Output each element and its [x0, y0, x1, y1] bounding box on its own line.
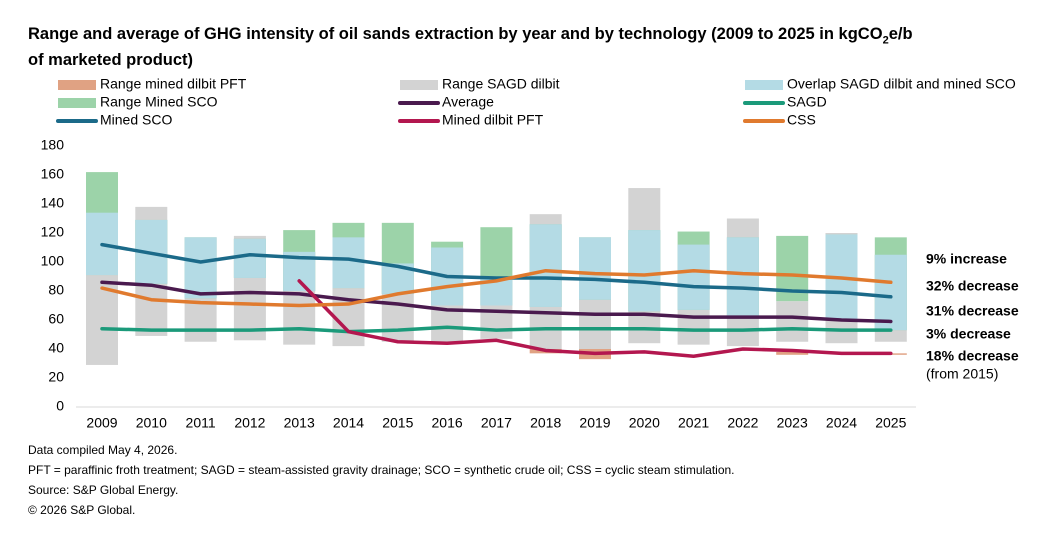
- line: [100, 268, 893, 308]
- x-tick-label: 2021: [678, 415, 709, 431]
- line: [100, 280, 893, 324]
- footnote: © 2026 S&P Global.: [28, 503, 135, 517]
- range-bar: [628, 230, 661, 312]
- y-tick-label: 40: [48, 340, 64, 356]
- range-bar: [726, 237, 759, 318]
- footnote: PFT = paraffinic froth treatment; SAGD =…: [28, 463, 735, 477]
- legend-label: Overlap SAGD dilbit and mined SCO: [787, 76, 1016, 92]
- range-bar: [874, 254, 907, 331]
- annotation: 3% decrease: [926, 326, 1011, 342]
- annotation: 18% decrease: [926, 348, 1019, 364]
- range-bar: [776, 301, 809, 342]
- line: [100, 325, 893, 334]
- range-bar: [332, 237, 365, 289]
- y-tick-label: 80: [48, 282, 64, 298]
- title-text: of marketed product): [28, 51, 194, 70]
- range-bar: [677, 244, 710, 310]
- line: [297, 279, 893, 358]
- annotation: 9% increase: [926, 251, 1007, 267]
- legend-label: Mined dilbit PFT: [442, 112, 544, 128]
- range-bar: [776, 351, 809, 355]
- x-tick-label: 2012: [234, 415, 265, 431]
- annotation: 32% decrease: [926, 278, 1019, 294]
- x-tick-label: 2022: [727, 415, 758, 431]
- annotation: 31% decrease: [926, 303, 1019, 319]
- x-tick-label: 2010: [136, 415, 167, 431]
- range-bar: [184, 237, 217, 299]
- legend-label: Range mined dilbit PFT: [100, 76, 247, 92]
- range-bar: [579, 237, 611, 300]
- x-tick-label: 2011: [186, 415, 216, 431]
- line: [100, 242, 893, 299]
- x-tick-label: 2018: [530, 415, 561, 431]
- y-tick-label: 160: [41, 166, 65, 182]
- x-tick-label: 2020: [629, 415, 660, 431]
- y-tick-label: 100: [41, 253, 65, 269]
- legend-label: CSS: [787, 112, 816, 128]
- legend-label: SAGD: [787, 94, 827, 110]
- y-tick-label: 180: [41, 137, 65, 153]
- x-tick-label: 2015: [382, 415, 413, 431]
- x-tick-label: 2014: [333, 415, 364, 431]
- range-bar: [529, 224, 562, 307]
- x-tick-label: 2023: [777, 415, 808, 431]
- x-tick-label: 2025: [875, 415, 906, 431]
- x-tick-label: 2009: [86, 415, 117, 431]
- title-subscript: 2: [882, 34, 889, 47]
- chart-title: Range and average of GHG intensity of oi…: [28, 24, 913, 70]
- y-tick-label: 20: [48, 369, 64, 385]
- x-tick-label: 2019: [579, 415, 610, 431]
- y-tick-label: 0: [56, 398, 64, 414]
- y-tick-label: 140: [41, 195, 65, 211]
- title-text: e/b: [888, 25, 913, 43]
- x-tick-label: 2016: [432, 415, 463, 431]
- legend-swatch: [745, 80, 783, 90]
- footnote: Data compiled May 4, 2026.: [28, 443, 177, 457]
- x-tick-label: 2024: [826, 415, 857, 431]
- x-tick-label: 2017: [481, 415, 512, 431]
- legend-label: Average: [442, 94, 494, 110]
- legend-swatch: [400, 80, 438, 90]
- legend-swatch: [58, 98, 96, 108]
- legend-label: Range Mined SCO: [100, 94, 218, 110]
- y-tick-label: 60: [48, 311, 64, 327]
- footnote: Source: S&P Global Energy.: [28, 483, 178, 497]
- y-tick-label: 120: [41, 224, 65, 240]
- legend-swatch: [58, 80, 96, 90]
- legend-label: Range SAGD dilbit: [442, 76, 560, 92]
- legend-label: Mined SCO: [100, 112, 172, 128]
- range-bar: [233, 238, 266, 278]
- annotation: (from 2015): [926, 366, 998, 382]
- title-text: Range and average of GHG intensity of oi…: [28, 25, 883, 43]
- x-tick-label: 2013: [284, 415, 315, 431]
